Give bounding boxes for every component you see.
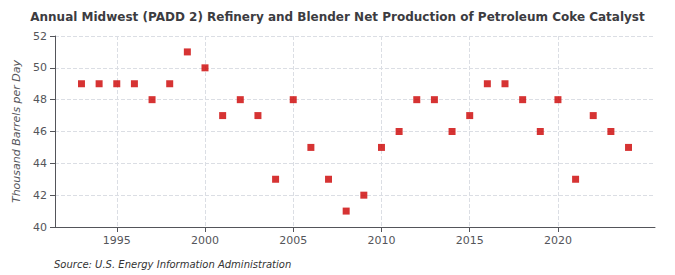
svg-text:1995: 1995 [103, 234, 131, 247]
svg-text:2020: 2020 [544, 234, 572, 247]
svg-text:52: 52 [33, 30, 47, 43]
svg-text:2010: 2010 [367, 234, 395, 247]
svg-text:50: 50 [33, 61, 47, 74]
svg-text:44: 44 [33, 157, 47, 170]
svg-text:Annual Midwest (PADD 2) Refine: Annual Midwest (PADD 2) Refinery and Ble… [30, 10, 645, 24]
svg-text:48: 48 [33, 93, 47, 106]
svg-text:46: 46 [33, 125, 47, 138]
svg-text:Thousand Barrels per Day: Thousand Barrels per Day [10, 59, 23, 203]
svg-text:Source: U.S. Energy Informatio: Source: U.S. Energy Information Administ… [54, 259, 291, 270]
svg-text:2000: 2000 [191, 234, 219, 247]
svg-text:2015: 2015 [456, 234, 484, 247]
svg-text:40: 40 [33, 221, 47, 234]
svg-text:42: 42 [33, 189, 47, 202]
svg-text:2005: 2005 [279, 234, 307, 247]
